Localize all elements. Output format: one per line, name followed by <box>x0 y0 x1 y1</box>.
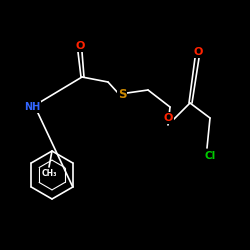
Text: O: O <box>75 41 85 51</box>
Text: S: S <box>118 88 126 102</box>
Text: O: O <box>163 113 173 123</box>
Text: CH₃: CH₃ <box>41 170 57 178</box>
Text: NH: NH <box>24 102 40 112</box>
Text: Cl: Cl <box>204 151 216 161</box>
Text: O: O <box>193 47 203 57</box>
